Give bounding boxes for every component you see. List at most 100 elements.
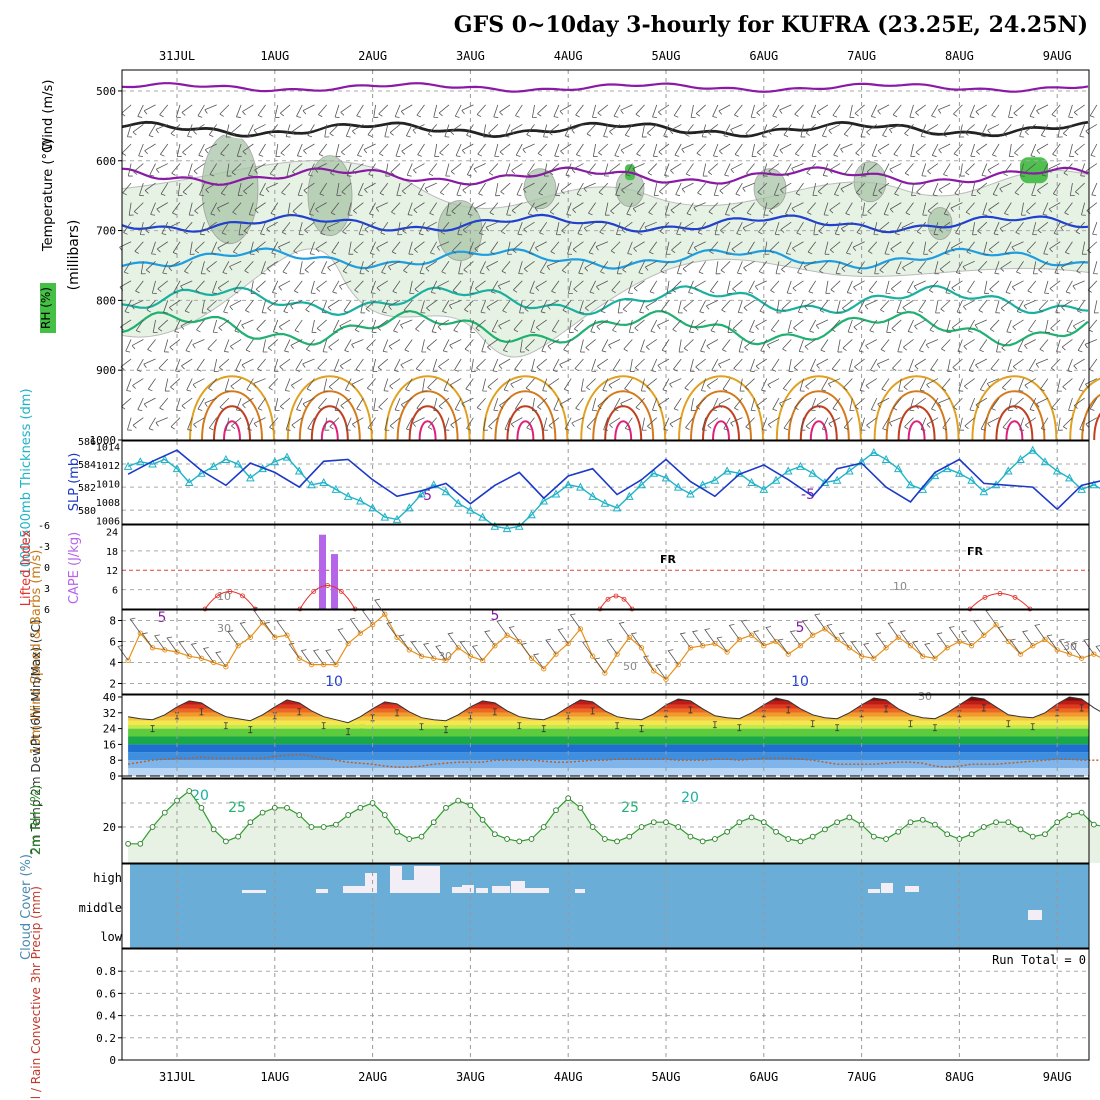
wind-barb: [831, 319, 841, 332]
rh-contour-label: 30: [918, 690, 932, 703]
wind-barb: [158, 319, 169, 332]
wind-barb: [979, 339, 988, 353]
date-label: 8AUG: [945, 49, 974, 63]
wind-barb: [823, 202, 829, 216]
tick-label: 40: [103, 691, 116, 704]
wind-barb: [829, 202, 841, 214]
boundary-layer-contour: [408, 405, 447, 441]
wind-barb: [211, 280, 218, 294]
wind-barb: [856, 221, 865, 235]
wind-barb: [754, 280, 767, 291]
wind-barb: [280, 143, 291, 156]
wind-barb: [1028, 319, 1037, 333]
wind-barb: [788, 358, 794, 373]
tick-label: 1000: [90, 434, 117, 447]
wind10-point: [981, 632, 987, 638]
wind-barb: [629, 358, 635, 373]
wind-barb: [490, 241, 499, 255]
wind-barb: [389, 124, 401, 136]
tick-label: 0.8: [96, 965, 116, 978]
date-label: 1AUG: [260, 49, 289, 63]
wind-barb: [820, 339, 829, 353]
wind-barb: [270, 202, 279, 216]
cloud-level-label: low: [100, 930, 122, 944]
wind-barb: [943, 163, 951, 177]
wind-barb: [535, 280, 547, 292]
wind-barb: [147, 339, 156, 352]
rh2m-point: [161, 809, 168, 816]
wind-barb: [560, 182, 572, 195]
wind-barb: [242, 397, 254, 409]
wind-barb: [854, 358, 865, 370]
wind-barb: [400, 319, 413, 329]
freezing-level-contour: [121, 120, 1089, 139]
wind-barb: [464, 300, 474, 313]
wind-barb: [242, 104, 254, 116]
minmax-errorbar: [248, 726, 253, 734]
wind-barb: [960, 163, 965, 177]
temp2m-panel-frame: [121, 694, 1090, 779]
wind-barb: [538, 182, 548, 196]
wind-barb: [708, 202, 719, 215]
wind-barb: [663, 124, 670, 138]
rh2m-point: [919, 816, 926, 823]
wind-barb: [889, 202, 902, 213]
wind-barb: [454, 104, 462, 118]
wind-barb: [224, 378, 230, 392]
wind-barb: [665, 241, 671, 255]
date-label: 7AUG: [847, 49, 876, 63]
wind-barb: [620, 143, 633, 154]
wind-barb: [1048, 202, 1061, 213]
thickness-point: [747, 477, 756, 486]
wind-barb: [552, 358, 560, 372]
wind-barb: [981, 163, 988, 177]
wind-barb: [860, 124, 866, 138]
date-label: 5AUG: [652, 49, 681, 63]
wind-barb: [388, 339, 401, 350]
wind-barb: [816, 397, 829, 409]
wind-barb: [743, 300, 755, 311]
wind-barb: [272, 319, 279, 333]
wind-barb: [380, 221, 389, 235]
wind-barb: [346, 163, 352, 177]
wind-barb: [866, 163, 878, 175]
tick-label: 0.2: [96, 1032, 116, 1045]
lifted-index-point: [605, 596, 611, 602]
wind-barb: [671, 280, 682, 293]
wind-barb: [217, 241, 230, 252]
wind10-barb: [178, 640, 190, 657]
wind10-point: [504, 632, 510, 638]
wind10-point: [761, 643, 767, 649]
wind-barb: [649, 280, 658, 294]
wind-barb: [1064, 241, 1073, 255]
wind-barb: [537, 397, 548, 410]
wind-barb: [730, 163, 743, 174]
wind-barb: [979, 378, 988, 392]
wind-barb: [124, 300, 132, 314]
thickness-point: [661, 473, 671, 482]
wind10-point: [333, 661, 339, 668]
wind-barb: [915, 397, 926, 409]
minmax-errorbar: [932, 724, 937, 732]
wind-barb: [425, 260, 437, 272]
thickness-point: [246, 473, 255, 482]
wind-barb: [725, 241, 731, 255]
wind-barb: [444, 124, 450, 138]
tick-label: 2: [109, 678, 116, 691]
wind-barb: [476, 397, 486, 411]
wind10-point: [895, 634, 901, 640]
tick-label: 4: [109, 657, 116, 670]
wind-barb: [221, 221, 230, 235]
wind-barb: [810, 397, 817, 412]
wind-barb: [1008, 104, 1013, 118]
rh2m-point: [296, 812, 303, 818]
wind-barb: [938, 182, 951, 194]
wind10-barb: [508, 626, 520, 642]
wind-barb: [353, 241, 364, 254]
cloud-level-label: middle: [79, 901, 122, 915]
wind-barb: [966, 241, 975, 255]
cloud-gap: [242, 890, 266, 893]
wind-barb: [723, 417, 731, 431]
wind-barb: [886, 319, 892, 333]
thickness-point: [771, 475, 781, 484]
